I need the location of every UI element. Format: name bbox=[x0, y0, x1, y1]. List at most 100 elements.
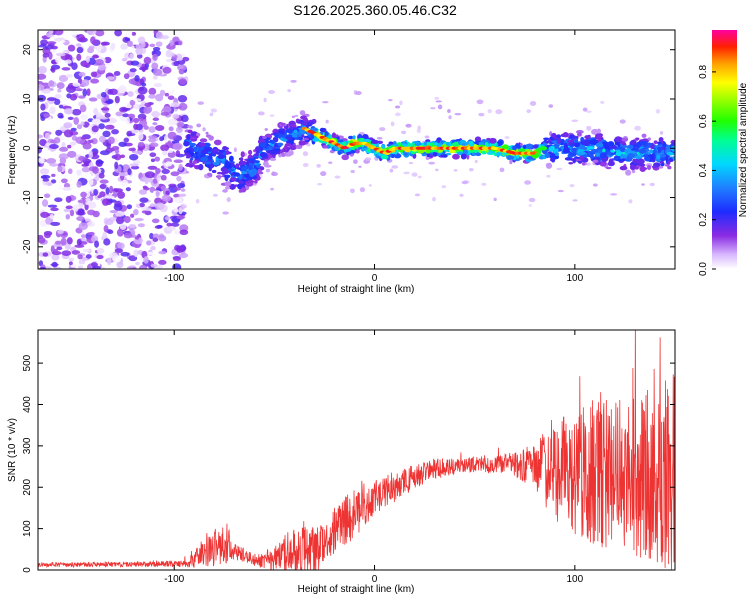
spectrogram-cell bbox=[272, 154, 276, 159]
spectrogram-cell bbox=[230, 183, 235, 190]
spectrogram-cell bbox=[224, 175, 229, 182]
spectrogram-cell bbox=[175, 150, 181, 157]
spectrogram-cell bbox=[352, 135, 356, 140]
spectrogram-cell bbox=[254, 180, 258, 184]
snr-y-axis-title: SNR (10 * v/v) bbox=[7, 418, 18, 482]
spectrogram-cell bbox=[50, 263, 59, 267]
spectrogram-cell bbox=[38, 84, 45, 91]
spectrogram-cell bbox=[80, 121, 85, 127]
spectrogram-cell bbox=[186, 134, 191, 140]
spectrogram-cell bbox=[57, 88, 62, 93]
spectrogram-cell bbox=[133, 150, 143, 155]
spectrogram-cell bbox=[368, 184, 372, 187]
spectrogram-cell bbox=[79, 104, 87, 113]
spectrogram-cell bbox=[403, 171, 410, 175]
spectrogram-cell bbox=[269, 114, 275, 117]
spectrogram-cell bbox=[44, 232, 51, 239]
spectrogram-cell bbox=[39, 138, 47, 147]
spectrogram-cell bbox=[193, 146, 198, 153]
spectrogram-cell bbox=[551, 132, 557, 139]
spectrogram-cell bbox=[493, 197, 497, 202]
spectrogram-cell bbox=[101, 198, 110, 206]
spectrogram-cell bbox=[116, 228, 124, 237]
spectrogram-cell bbox=[81, 79, 90, 87]
spectrogram-cell bbox=[44, 132, 51, 140]
spectrogram-cell bbox=[85, 254, 92, 259]
spectrogram-cell bbox=[241, 170, 247, 175]
spectrogram-cell bbox=[64, 59, 72, 64]
spectrogram-cell bbox=[578, 151, 586, 155]
spectrogram-cell bbox=[86, 30, 97, 36]
spectrogram-cell bbox=[635, 137, 640, 141]
spectrogram-cell bbox=[166, 44, 176, 50]
y-tick-label: 0 bbox=[22, 145, 33, 151]
spectrogram-cell bbox=[91, 125, 99, 133]
spectrogram-cell bbox=[659, 160, 664, 164]
spectrogram-cell bbox=[88, 177, 94, 186]
spectrogram-cell bbox=[166, 226, 176, 231]
spectrogram-cell bbox=[54, 37, 63, 42]
spectrogram-cell bbox=[135, 44, 144, 50]
spectrogram-cell bbox=[51, 250, 62, 256]
spectrogram-cell bbox=[569, 134, 575, 139]
spectrogram-cell bbox=[168, 126, 174, 132]
spectrogram-cell bbox=[210, 108, 218, 113]
spectrogram-cell bbox=[51, 45, 58, 50]
spectrogram-cell bbox=[202, 127, 206, 132]
spectrogram-cell bbox=[134, 236, 140, 240]
spectrogram-cell bbox=[67, 168, 73, 175]
spectrogram-cell bbox=[291, 115, 296, 119]
spectrogram-cell bbox=[134, 217, 144, 222]
spectrogram-cell bbox=[76, 216, 85, 222]
spectrogram-cell bbox=[441, 154, 448, 158]
spectrogram-cell bbox=[412, 140, 420, 144]
spectrogram-cell bbox=[160, 111, 170, 116]
spectrogram-cell bbox=[170, 171, 180, 177]
spectrogram-cell bbox=[139, 197, 149, 203]
spectrogram-cell bbox=[502, 152, 509, 155]
spectrogram-cell bbox=[93, 188, 99, 196]
spectrogram-cell bbox=[474, 159, 478, 164]
spectrogram-cell bbox=[65, 74, 74, 78]
spectrogram-cell bbox=[78, 72, 86, 77]
spectrogram-cell bbox=[51, 173, 56, 177]
spectrogram-cell bbox=[484, 142, 489, 147]
snr-frame bbox=[37, 329, 676, 571]
spectrogram-cell bbox=[252, 160, 261, 164]
spectrogram-cell bbox=[317, 182, 322, 186]
spectrogram-cell bbox=[114, 95, 120, 104]
spectrogram-cell bbox=[247, 180, 255, 184]
spectrogram-cell bbox=[271, 171, 278, 177]
spectrogram-cell bbox=[49, 213, 54, 220]
spectrogram-cell bbox=[122, 113, 130, 118]
spectrogram-cell bbox=[99, 266, 106, 269]
spectrogram-cell bbox=[147, 165, 158, 170]
spectrogram-cell bbox=[158, 250, 167, 255]
spectrogram-cell bbox=[96, 45, 102, 53]
spectrogram-cell bbox=[426, 142, 433, 146]
spectrogram-cell bbox=[146, 207, 152, 211]
spectrogram-cell bbox=[401, 130, 407, 135]
spectrogram-cell bbox=[80, 136, 87, 140]
spectrogram-cell bbox=[232, 172, 241, 177]
spectrogram-cell bbox=[93, 107, 99, 115]
spectrogram-cell bbox=[186, 149, 192, 155]
spectrogram-cell bbox=[114, 153, 122, 161]
spectrogram-cell bbox=[647, 164, 652, 170]
spectrogram-cell bbox=[46, 157, 57, 164]
spectrogram-cell bbox=[334, 175, 341, 179]
spectrogram-cell bbox=[55, 129, 63, 136]
spectrogram-cell bbox=[178, 102, 188, 111]
spectrogram-cell bbox=[56, 82, 65, 90]
spectrogram-cell bbox=[529, 100, 537, 106]
spectrogram-cell bbox=[233, 147, 237, 153]
spectrogram-cell bbox=[138, 132, 144, 141]
spectrogram-cell bbox=[390, 121, 395, 127]
spectrogram-cell bbox=[88, 201, 97, 209]
spectrogram-cell bbox=[129, 53, 134, 60]
spectrogram-cell bbox=[671, 142, 675, 146]
spectrogram-cell bbox=[152, 68, 163, 77]
spectrogram-cell bbox=[156, 174, 161, 182]
spectrogram-cell bbox=[155, 93, 164, 102]
spectrogram-cell bbox=[168, 183, 177, 188]
